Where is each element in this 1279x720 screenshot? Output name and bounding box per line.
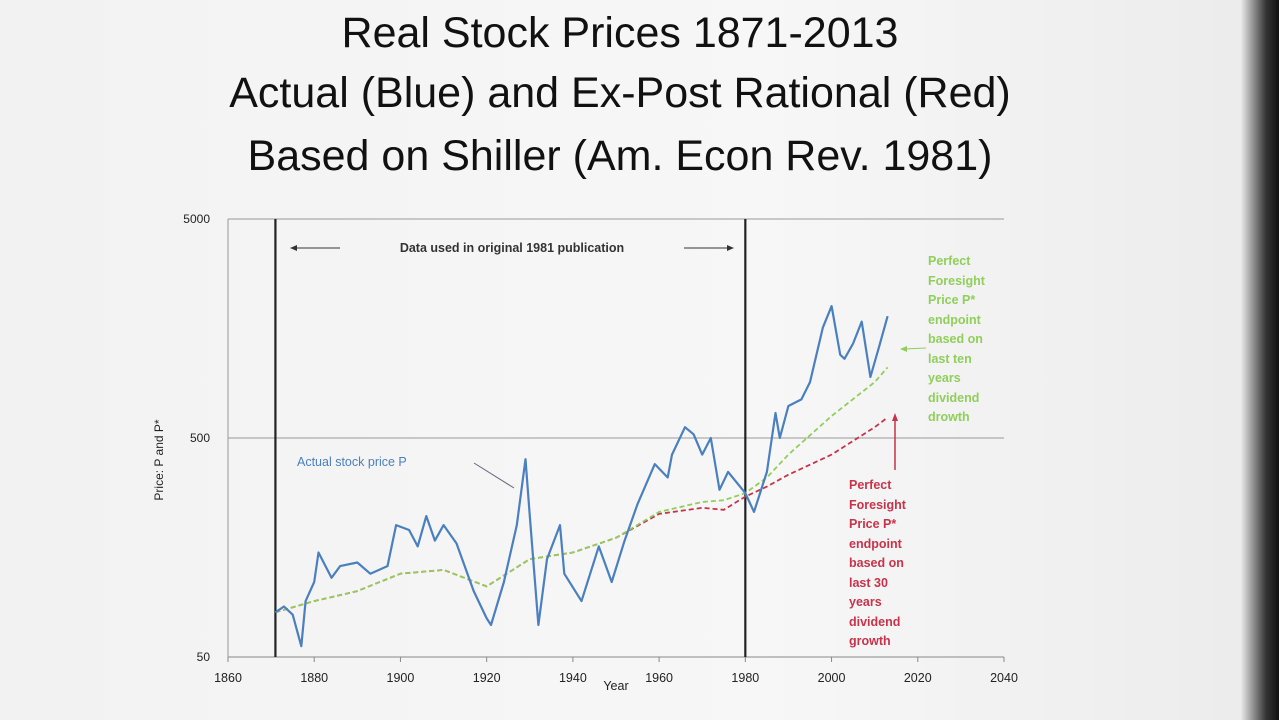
- x-tick-label: 1860: [214, 671, 242, 685]
- annotation-line: Price P*: [849, 517, 897, 531]
- range-annotation: Data used in original 1981 publication: [400, 241, 624, 255]
- x-tick-label: 1920: [473, 671, 501, 685]
- annotation-line: dividend: [849, 614, 901, 629]
- actual-label-pointer: [473, 462, 515, 489]
- annotation-line: Foresight: [849, 497, 906, 512]
- arrowhead-right-icon: [727, 245, 734, 251]
- title-line-3: Based on Shiller (Am. Econ Rev. 1981): [247, 132, 993, 180]
- annotation-line: endpoint: [928, 312, 981, 327]
- x-tick-label: 1980: [731, 671, 759, 685]
- green-label-pointer: [903, 347, 927, 350]
- annotation-line: Perfect: [928, 254, 971, 268]
- series-line-1: [275, 366, 889, 614]
- annotation-line: last 30: [849, 575, 888, 590]
- annotation-line: Perfect: [849, 478, 892, 492]
- y-tick-label: 5000: [183, 212, 210, 226]
- title-line-2: Actual (Blue) and Ex-Post Rational (Red): [229, 69, 1011, 117]
- x-tick-label: 1900: [387, 671, 415, 685]
- title-line-1: Real Stock Prices 1871-2013: [341, 9, 899, 57]
- x-tick-label: 2040: [990, 671, 1018, 685]
- series-line-2: [275, 416, 889, 614]
- x-tick-label: 1960: [645, 671, 673, 685]
- annotation-line: years: [849, 595, 882, 609]
- annotation-line: years: [928, 371, 961, 385]
- arrowhead-red-icon: [892, 413, 898, 421]
- y-tick-label: 50: [197, 650, 211, 664]
- annotation-line: growth: [849, 634, 891, 648]
- annotation-line: drowth: [928, 410, 970, 424]
- annotation-line: last ten: [928, 351, 972, 366]
- x-axis-label: Year: [603, 679, 628, 693]
- annotation-line: Price P*: [928, 293, 976, 307]
- series-line-0: [274, 305, 889, 648]
- x-tick-label: 1880: [300, 671, 328, 685]
- y-axis-label: Price: P and P*: [152, 419, 166, 500]
- annotation-line: dividend: [928, 390, 980, 405]
- x-tick-label: 2020: [904, 671, 932, 685]
- arrowhead-left-icon: [290, 245, 297, 251]
- arrowhead-green-icon: [900, 346, 907, 352]
- annotation-line: based on: [928, 332, 983, 346]
- y-tick-label: 500: [190, 431, 210, 445]
- actual-price-label: Actual stock price P: [297, 455, 407, 469]
- red-annotation: Perfect Foresight Price P* endpoint based on…: [849, 476, 906, 652]
- x-tick-label: 2000: [818, 671, 846, 685]
- green-annotation: Perfect Foresight Price P* endpoint based on…: [928, 252, 985, 428]
- annotation-line: endpoint: [849, 536, 902, 551]
- annotation-line: Foresight: [928, 273, 985, 288]
- annotation-line: based on: [849, 556, 904, 570]
- x-tick-label: 1940: [559, 671, 587, 685]
